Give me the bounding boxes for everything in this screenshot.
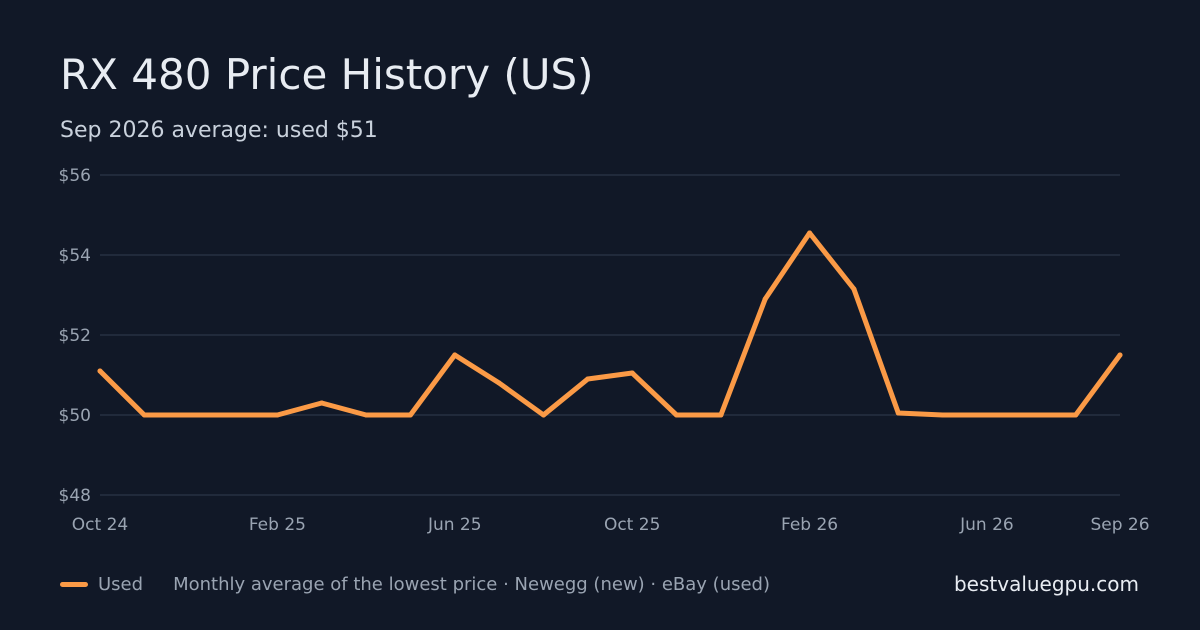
data-point <box>363 412 369 418</box>
x-tick-label: Feb 26 <box>781 515 838 535</box>
y-tick-label: $50 <box>59 406 91 426</box>
data-point <box>940 412 946 418</box>
source-note: Monthly average of the lowest price · Ne… <box>173 574 771 595</box>
data-point <box>141 412 147 418</box>
x-tick-label: Sep 26 <box>1090 515 1149 535</box>
series-layer <box>97 230 1123 418</box>
data-point <box>585 376 591 382</box>
y-tick-label: $52 <box>59 326 91 346</box>
series-line-used <box>97 230 1123 418</box>
data-point <box>674 412 679 418</box>
data-point <box>1073 412 1079 418</box>
brand-link[interactable]: bestvaluegpu.com <box>953 572 1139 596</box>
legend-swatch-used <box>60 582 88 587</box>
chart-title: RX 480 Price History (US) <box>60 50 594 99</box>
y-tick-label: $54 <box>59 246 91 266</box>
x-tick-label: Feb 25 <box>249 515 306 535</box>
data-point <box>230 412 236 418</box>
data-point <box>718 412 724 418</box>
data-point <box>1117 352 1123 358</box>
x-tick-label: Oct 25 <box>604 515 660 535</box>
x-tick-label: Jun 25 <box>427 515 482 535</box>
data-point <box>984 412 990 418</box>
data-point <box>452 352 458 358</box>
data-point <box>407 412 413 418</box>
legend-label-used: Used <box>98 574 144 595</box>
data-point <box>1028 412 1034 418</box>
x-tick-label: Oct 24 <box>72 515 128 535</box>
x-tick-label: Jun 26 <box>959 515 1014 535</box>
data-point <box>851 286 857 292</box>
y-tick-label: $56 <box>59 166 91 186</box>
data-point <box>807 230 813 236</box>
chart-subtitle: Sep 2026 average: used $51 <box>60 118 378 143</box>
x-axis-ticks: Oct 24 Feb 25 Jun 25 Oct 25 Feb 26 Jun 26 Sep … <box>72 515 1150 535</box>
legend: Used Monthly average of the lowest price… <box>60 574 770 595</box>
data-point <box>541 412 546 418</box>
y-tick-label: $48 <box>59 486 91 506</box>
data-point <box>895 410 901 416</box>
data-point <box>629 370 635 376</box>
data-point <box>97 368 103 374</box>
data-point <box>319 400 325 406</box>
data-point <box>186 412 192 418</box>
grid-lines <box>100 174 1120 496</box>
data-point <box>274 412 280 418</box>
data-point <box>496 380 502 386</box>
data-point <box>762 296 768 302</box>
y-axis-ticks: $56 $54 $52 $50 $48 <box>59 166 91 506</box>
